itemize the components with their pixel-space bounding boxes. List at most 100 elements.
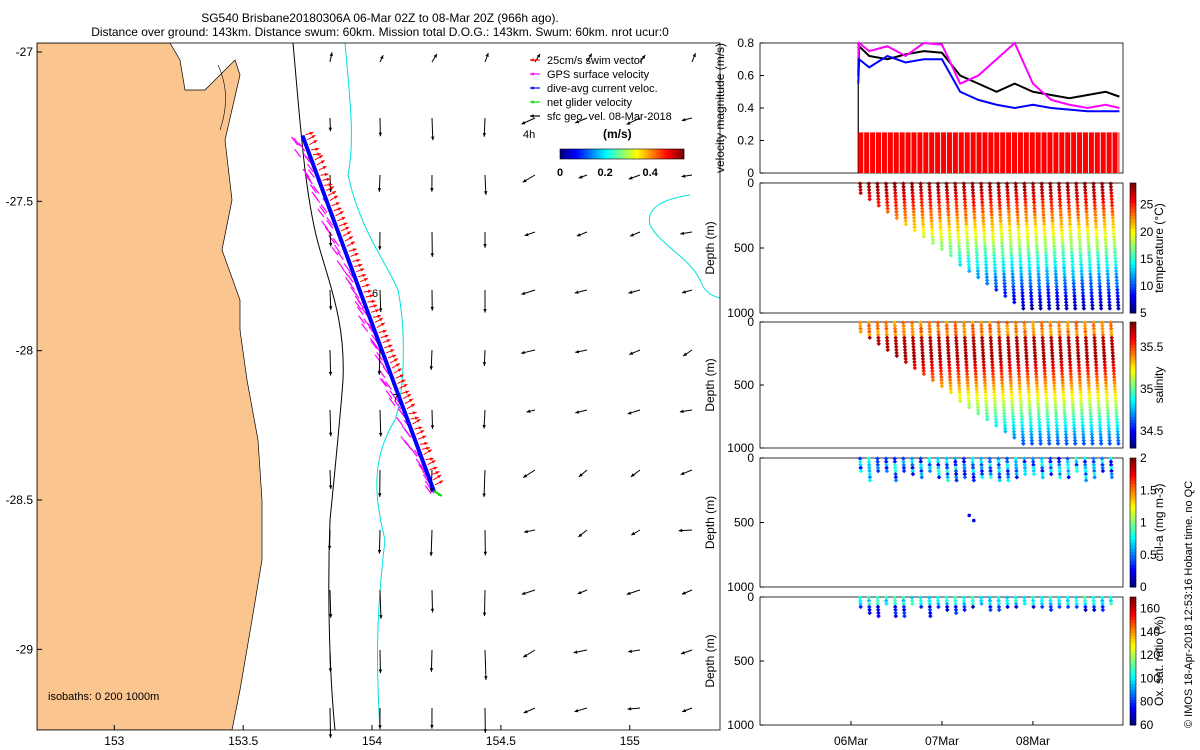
profile-point [1088, 284, 1094, 289]
profile-point [1083, 338, 1089, 344]
profile-point [1009, 395, 1015, 401]
geo-vel-arrow [680, 231, 693, 236]
profile-point [971, 347, 977, 353]
dive-avg-vector [347, 259, 353, 268]
profile-point [981, 362, 987, 368]
profile-point [1066, 332, 1071, 337]
swim-vector-head [407, 394, 412, 398]
profile-point [1065, 459, 1070, 465]
profile-point [936, 341, 942, 347]
profile-point [1112, 250, 1118, 255]
profile-point [974, 392, 980, 398]
profile-point [1037, 423, 1042, 428]
profile-point [1081, 296, 1086, 302]
profile-point [944, 329, 950, 334]
gps-vector [336, 251, 344, 260]
profile-point [1019, 423, 1025, 428]
profile-point [1002, 278, 1007, 283]
profile-point [1083, 203, 1089, 208]
profile-point [1053, 268, 1058, 274]
legend-colorbar-cell [586, 149, 589, 159]
profile-point [910, 329, 915, 334]
profile-point [1051, 240, 1057, 246]
profile-point [1052, 386, 1057, 392]
profile-point [1105, 402, 1110, 407]
swim-vector [402, 393, 412, 400]
profile-point [1054, 293, 1060, 299]
profile-point [1042, 231, 1047, 236]
profile-point [1109, 200, 1115, 205]
velocity-ytick-label: 0.4 [737, 101, 754, 115]
swim-vector-head [328, 183, 333, 187]
swim-vector [327, 190, 337, 196]
swim-vector [380, 334, 389, 339]
colorbar-cell-temperature [1130, 225, 1136, 229]
profile-point [1076, 225, 1082, 230]
profile-point [1071, 414, 1076, 419]
profile-point [1093, 215, 1098, 221]
profile-point [1060, 243, 1066, 249]
profile-point [1034, 383, 1040, 389]
profile-point [1104, 256, 1109, 261]
swim-vector [399, 383, 408, 389]
profile-point [983, 389, 988, 395]
profile-point [1062, 414, 1068, 419]
profile-point [1062, 278, 1068, 283]
profile-point [1092, 338, 1097, 344]
geo-vel-arrow [429, 469, 434, 493]
profile-point [1082, 320, 1088, 325]
profile-point [1022, 456, 1027, 461]
profile-point [1029, 303, 1035, 308]
profile-point [1022, 320, 1027, 325]
profile-point [1081, 432, 1086, 437]
profile-point [972, 353, 977, 359]
profile-point [946, 359, 952, 365]
profile-point [945, 474, 950, 480]
profile-point [954, 344, 959, 350]
profile-point [974, 389, 980, 395]
profile-point [1104, 262, 1110, 268]
profile-point [1067, 350, 1072, 356]
profile-point [993, 278, 998, 283]
profile-point [996, 462, 1002, 468]
swim-vector [359, 277, 369, 283]
colorbar-cell-chl-a [1130, 548, 1136, 553]
geo-vel-arrow-head [630, 473, 635, 477]
isobaths-label: isobaths: 0 200 1000m [48, 691, 159, 703]
profile-point [1081, 306, 1087, 311]
profile-point [1074, 462, 1079, 468]
profile-point [1026, 246, 1031, 252]
profile-point [1034, 240, 1039, 246]
profile-point [961, 323, 967, 328]
profile-point [953, 335, 959, 341]
profile-point [1103, 371, 1108, 377]
dive-avg-vector [331, 215, 336, 223]
swim-vector [357, 273, 367, 278]
geo-vel-arrow-shaft [430, 469, 433, 493]
profile-point [965, 389, 971, 395]
legend-arrow [530, 114, 540, 118]
profile-point [912, 365, 918, 371]
profile-point [901, 462, 906, 468]
profile-point [1059, 221, 1064, 227]
profile-point [1103, 380, 1109, 386]
legend-colorbar-tick: 0.4 [643, 167, 659, 179]
gps-vector [418, 463, 426, 473]
profile-point [1073, 181, 1079, 186]
geo-vel-arrow-head [378, 432, 383, 437]
dive-avg-vector [318, 179, 323, 188]
profile-point [1068, 365, 1073, 371]
profile-point [1085, 368, 1091, 374]
profile-point [1112, 243, 1117, 249]
profile-point [1018, 265, 1024, 271]
profile-point [1047, 320, 1053, 325]
geo-vel-arrow-shaft [329, 349, 332, 376]
profile-point [1028, 429, 1034, 434]
colorbar-cell-temperature [1130, 261, 1136, 265]
gps-vector [378, 369, 386, 379]
colorbar-cell-oxygen [1130, 683, 1136, 688]
legend-colorbar-cell [660, 149, 663, 159]
colorbar-cell-temperature [1130, 290, 1136, 294]
geo-vel-arrow [577, 589, 588, 595]
legend-colorbar-cell [596, 149, 599, 159]
